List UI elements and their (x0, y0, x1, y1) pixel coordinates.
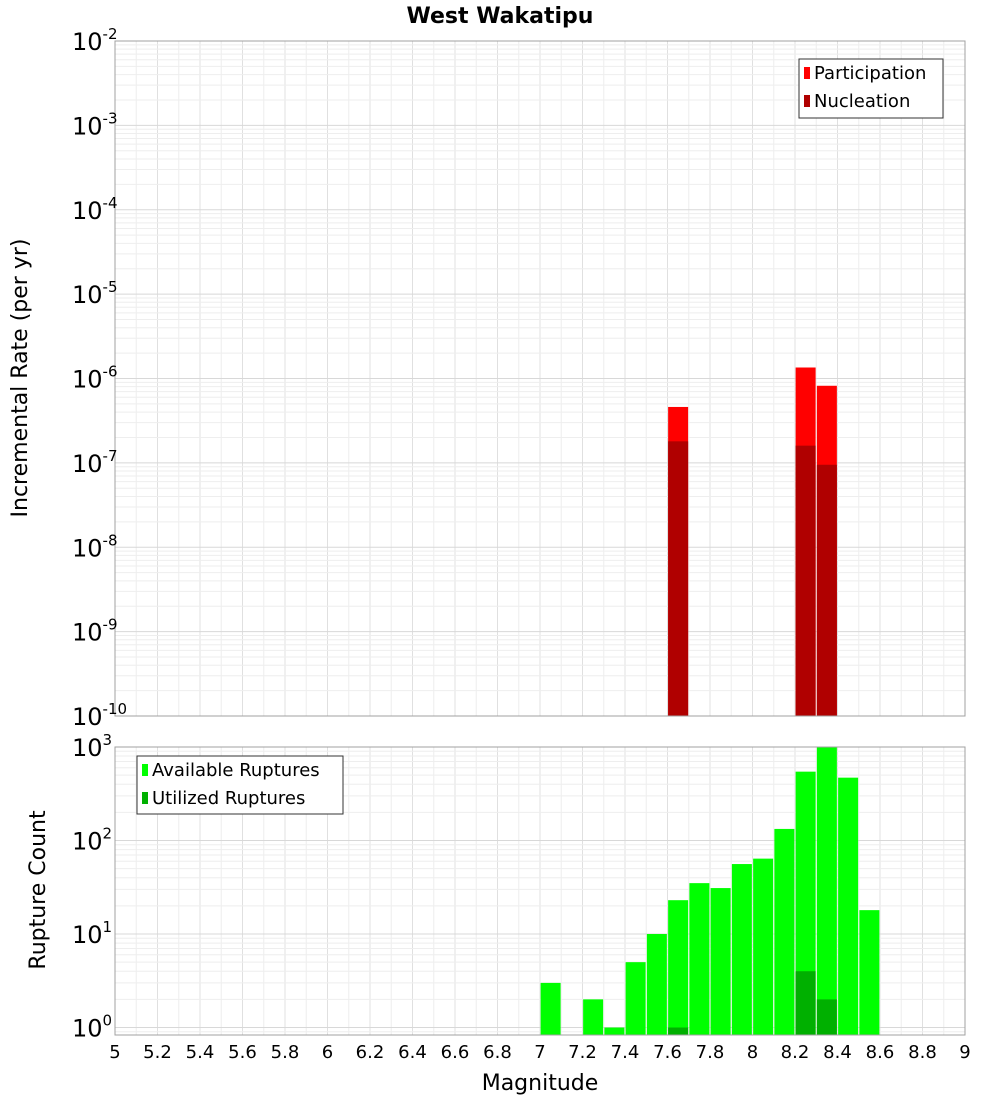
count-bar-secondary (795, 971, 816, 1035)
x-tick-label: 8.2 (781, 1042, 810, 1063)
count-bar-primary (689, 883, 710, 1035)
rate-bar-secondary (668, 441, 689, 716)
x-tick-label: 7.2 (568, 1042, 597, 1063)
legend-swatch (142, 792, 148, 804)
count-bar-primary (710, 888, 731, 1035)
x-tick-label: 9 (959, 1042, 970, 1063)
count-bar-primary (838, 777, 859, 1035)
count-bar-primary (816, 747, 837, 1035)
y-tick-label: 10-10 (72, 700, 127, 731)
y-tick-label: 100 (72, 1012, 112, 1043)
count-bar-secondary (816, 999, 837, 1035)
legend-swatch (804, 95, 810, 107)
count-bar-primary (668, 900, 689, 1035)
legend-label: Available Ruptures (152, 760, 320, 781)
y-tick-label: 10-2 (72, 25, 118, 56)
plot-border (114, 746, 966, 1036)
legend-swatch (142, 764, 148, 776)
legend-label: Utilized Ruptures (152, 788, 305, 809)
legend-box (798, 58, 944, 119)
x-tick-label: 6 (322, 1042, 333, 1063)
count-panel: 103 102 101 100 Available Ruptures Utilized R… (72, 731, 966, 1043)
x-tick-label: 5.6 (228, 1042, 257, 1063)
x-tick-label: 5.8 (271, 1042, 300, 1063)
y-tick-label: 10-7 (72, 447, 118, 478)
y-tick-label: 103 (72, 731, 112, 762)
y-tick-label: 10-6 (72, 363, 118, 394)
y-tick-label: 10-8 (72, 531, 118, 562)
count-bar-primary (604, 1027, 625, 1035)
y-tick-label: 102 (72, 825, 112, 856)
count-bar-primary (795, 771, 816, 1035)
count-bar-secondary (668, 1027, 689, 1035)
count-bar-primary (753, 858, 774, 1035)
x-tick-label: 5.4 (186, 1042, 215, 1063)
rate-panel: 10-2 10-3 10-4 10-5 10-6 10-7 10-8 10-9 10-10 Par… (72, 25, 966, 731)
legend-label: Nucleation (814, 91, 910, 112)
x-tick-label: 8.4 (823, 1042, 852, 1063)
rate-bar-secondary (816, 464, 837, 716)
y-tick-label: 10-4 (72, 194, 118, 225)
count-bar-primary (625, 962, 646, 1035)
y-tick-label: 10-9 (72, 616, 118, 647)
y-tick-label: 10-5 (72, 278, 118, 309)
plot-border (114, 40, 966, 717)
x-tick-label: 7.4 (611, 1042, 640, 1063)
rate-y-axis-label: Incremental Rate (per yr) (8, 239, 33, 518)
count-bar-primary (583, 999, 604, 1035)
count-y-axis-label: Rupture Count (26, 810, 51, 970)
x-tick-label: 5.2 (143, 1042, 172, 1063)
legend-box (136, 755, 344, 815)
x-tick-label: 6.2 (356, 1042, 385, 1063)
chart-title: West Wakatipu (407, 4, 594, 29)
x-tick-label: 6.4 (398, 1042, 427, 1063)
x-axis-label: Magnitude (482, 1071, 599, 1096)
y-tick-label: 101 (72, 918, 112, 949)
count-bar-primary (731, 864, 752, 1035)
count-bar-primary (646, 934, 667, 1035)
x-tick-label: 8.6 (866, 1042, 895, 1063)
x-tick-label: 8.8 (908, 1042, 937, 1063)
rate-bar-secondary (795, 445, 816, 716)
count-bar-primary (540, 982, 561, 1035)
legend-label: Participation (814, 63, 926, 84)
x-tick-label: 5 (109, 1042, 120, 1063)
x-tick-label: 7.8 (696, 1042, 725, 1063)
x-tick-label: 7 (534, 1042, 545, 1063)
x-tick-label: 7.6 (653, 1042, 682, 1063)
count-bar-primary (859, 910, 880, 1035)
x-tick-label: 6.6 (441, 1042, 470, 1063)
legend-swatch (804, 67, 810, 79)
y-tick-label: 10-3 (72, 109, 118, 140)
x-tick-label: 6.8 (483, 1042, 512, 1063)
count-bar-primary (774, 828, 795, 1035)
x-tick-label: 8 (747, 1042, 758, 1063)
